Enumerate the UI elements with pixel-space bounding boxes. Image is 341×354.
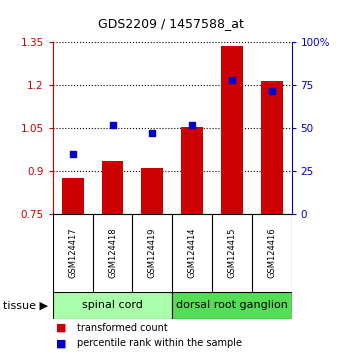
Text: GSM124419: GSM124419 [148,228,157,278]
Bar [221,46,243,214]
Text: dorsal root ganglion: dorsal root ganglion [176,300,288,310]
Text: percentile rank within the sample: percentile rank within the sample [77,338,242,348]
Text: GSM124418: GSM124418 [108,228,117,279]
Text: ■: ■ [56,322,67,332]
Text: transformed count: transformed count [77,322,167,332]
Text: tissue ▶: tissue ▶ [3,300,48,310]
Text: ■: ■ [56,338,67,348]
Point [229,78,235,83]
Text: GSM124416: GSM124416 [267,228,276,279]
Point [189,122,195,128]
Point [269,88,275,93]
Bar [102,161,123,214]
Bar [172,292,292,319]
Text: GDS2209 / 1457588_at: GDS2209 / 1457588_at [98,17,243,30]
Bar [142,169,163,214]
Text: spinal cord: spinal cord [82,300,143,310]
Point [70,151,75,157]
Bar [261,81,283,214]
Bar [181,127,203,214]
Bar [62,178,84,214]
Text: GSM124417: GSM124417 [68,228,77,279]
Point [150,131,155,136]
Text: GSM124414: GSM124414 [188,228,197,278]
Text: GSM124415: GSM124415 [227,228,236,278]
Bar [53,292,172,319]
Point [110,122,115,128]
